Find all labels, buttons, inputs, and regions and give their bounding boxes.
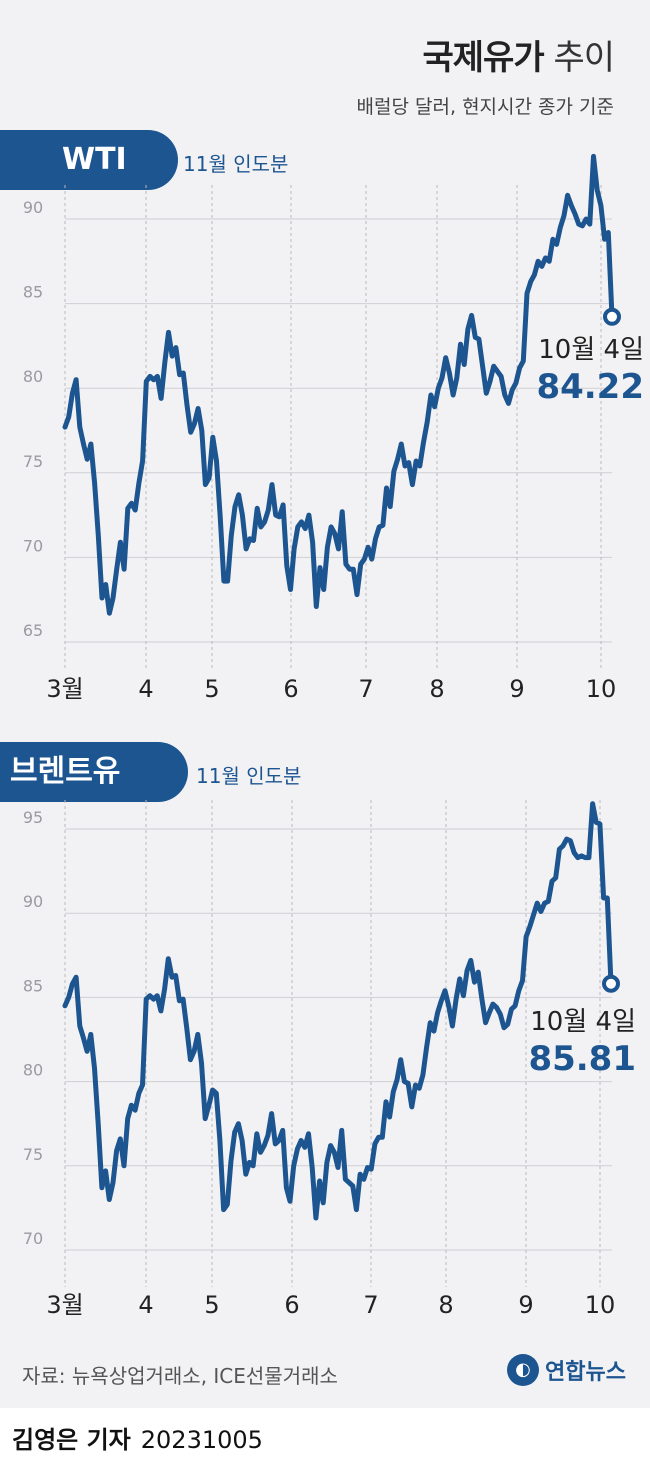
- brent-month-label: 6: [284, 1291, 299, 1319]
- byline: 김영은 기자 20231005: [12, 1420, 263, 1455]
- source-note: 자료: 뉴욕상업거래소, ICE선물거래소: [22, 1364, 338, 1388]
- brent-tab: 브렌트유: [0, 742, 188, 802]
- wti-tab: WTI: [0, 130, 178, 190]
- wti-y-tick-label: 80: [23, 367, 43, 386]
- title-strong: 국제유가: [422, 38, 545, 78]
- brent-y-tick-label: 90: [23, 892, 43, 911]
- wti-month-label: 3월: [46, 675, 83, 703]
- brent-month-label: 9: [518, 1291, 533, 1319]
- wti-month-label: 7: [358, 675, 373, 703]
- wti-month-label: 10: [586, 675, 617, 703]
- wti-y-tick-label: 75: [23, 452, 43, 471]
- wti-month-label: 5: [204, 675, 219, 703]
- wti-annotation-date: 10월 4일: [538, 335, 644, 365]
- byline-date: 20231005: [140, 1426, 263, 1454]
- title-light: 추이: [553, 38, 615, 78]
- yonhap-logo-icon: ◐: [507, 1354, 540, 1386]
- page-subtitle: 배럴당 달러, 현지시간 종가 기준: [356, 96, 614, 118]
- logo-text: 연합뉴스: [545, 1360, 626, 1385]
- brent-y-tick-label: 70: [23, 1229, 43, 1248]
- brent-y-tick-label: 80: [23, 1061, 43, 1080]
- page-title: 국제유가 추이: [423, 30, 615, 79]
- brent-price-line: [62, 801, 614, 1221]
- yonhap-logo: ◐ 연합뉴스: [507, 1352, 626, 1388]
- wti-y-tick-label: 70: [23, 536, 43, 555]
- brent-annotation-date: 10월 4일: [530, 1007, 636, 1037]
- wti-end-marker: [603, 307, 621, 326]
- wti-month-label: 4: [138, 675, 153, 703]
- brent-month-label: 10: [585, 1291, 616, 1319]
- byline-name: 김영은 기자: [12, 1426, 131, 1454]
- wti-month-label: 9: [509, 675, 524, 703]
- brent-month-label: 8: [438, 1291, 453, 1319]
- brent-y-tick-label: 95: [23, 808, 43, 827]
- brent-month-label: 7: [363, 1291, 378, 1319]
- wti-y-tick-label: 85: [23, 283, 43, 302]
- wti-annotation-value: 84.22: [536, 367, 644, 407]
- brent-month-label: 3월: [46, 1291, 83, 1319]
- brent-y-tick-label: 75: [23, 1145, 43, 1164]
- brent-end-marker: [602, 974, 620, 993]
- wti-contract-note: 11월 인도분: [183, 152, 289, 176]
- wti-month-label: 8: [429, 675, 444, 703]
- brent-month-label: 5: [204, 1291, 219, 1319]
- wti-y-tick-label: 90: [23, 198, 43, 217]
- wti-y-tick-label: 65: [23, 621, 43, 640]
- brent-y-tick-label: 85: [23, 976, 43, 995]
- brent-month-label: 4: [138, 1291, 153, 1319]
- wti-month-label: 6: [283, 675, 298, 703]
- wti-price-line: [62, 153, 615, 616]
- brent-annotation-value: 85.81: [528, 1039, 636, 1079]
- brent-contract-note: 11월 인도분: [196, 764, 302, 788]
